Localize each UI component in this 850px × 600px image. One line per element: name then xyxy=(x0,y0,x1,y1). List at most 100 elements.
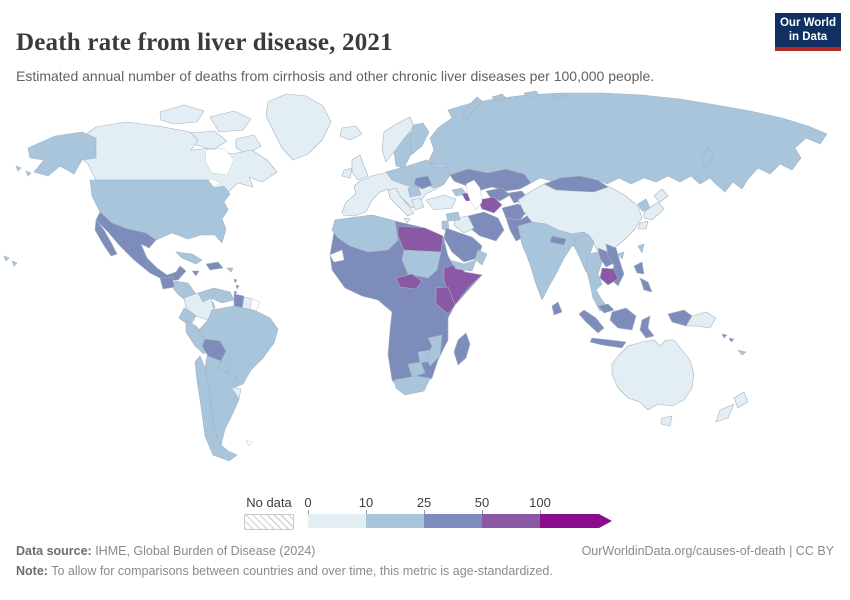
owid-url[interactable]: OurWorldinData.org/causes-of-death | CC … xyxy=(581,544,834,558)
legend-color-bar[interactable] xyxy=(308,514,612,528)
country-turkey[interactable] xyxy=(425,194,457,211)
country-sri-lanka[interactable] xyxy=(551,301,563,316)
legend-bin-10-25[interactable] xyxy=(366,514,424,528)
country-cambodia[interactable] xyxy=(599,267,619,286)
country-united-kingdom[interactable] xyxy=(351,154,369,181)
country-nepal[interactable] xyxy=(549,235,567,246)
country-western-sahara[interactable] xyxy=(329,249,345,263)
country-jamaica[interactable] xyxy=(191,270,200,277)
country-philippines[interactable] xyxy=(633,261,653,293)
legend-tick-label-50: 50 xyxy=(474,495,490,510)
country-algeria-libya-morocco[interactable] xyxy=(331,214,399,253)
country-malaysia[interactable] xyxy=(597,303,615,314)
country-new-zealand[interactable] xyxy=(715,391,749,423)
country-syria[interactable] xyxy=(445,211,461,222)
country-oman[interactable] xyxy=(474,249,488,266)
legend-tick-label-100: 100 xyxy=(529,495,551,510)
russia-arctic-islands[interactable] xyxy=(461,90,714,171)
country-taiwan[interactable] xyxy=(637,243,645,254)
owid-logo-line1: Our World xyxy=(779,16,836,29)
no-data-swatch[interactable] xyxy=(244,514,294,530)
legend-tick-mark xyxy=(308,510,309,514)
hudson-bay xyxy=(204,147,235,176)
country-kenya[interactable] xyxy=(435,286,456,315)
country-greenland[interactable] xyxy=(265,93,332,161)
legend-tick-mark xyxy=(366,510,367,514)
legend-bin-0-10[interactable] xyxy=(308,514,366,528)
country-hispaniola[interactable] xyxy=(205,261,224,271)
country-afghanistan[interactable] xyxy=(501,203,529,221)
country-finland[interactable] xyxy=(409,122,430,156)
country-south-africa[interactable] xyxy=(393,375,431,396)
owid-logo[interactable]: Our World in Data xyxy=(775,13,841,51)
country-australia[interactable] xyxy=(611,339,695,427)
country-ireland[interactable] xyxy=(341,167,353,179)
region-central-eastern-europe[interactable] xyxy=(385,159,451,189)
owid-logo-line2: in Data xyxy=(788,31,828,43)
country-iceland[interactable] xyxy=(339,125,363,141)
attribution-link[interactable]: OurWorldinData.org/causes-of-death | CC … xyxy=(582,544,834,558)
legend-no-data[interactable]: No data xyxy=(242,495,296,530)
legend-tick-mark xyxy=(540,510,541,514)
data-source-label: Data source: xyxy=(16,544,92,558)
country-chile[interactable] xyxy=(194,355,238,462)
legend-tick-label-10: 10 xyxy=(358,495,374,510)
country-japan[interactable] xyxy=(637,188,669,230)
canada-arctic-islands[interactable] xyxy=(159,104,262,155)
country-puerto-rico[interactable] xyxy=(226,267,234,273)
country-laos[interactable] xyxy=(597,247,615,268)
country-usa-alaska[interactable] xyxy=(15,131,97,177)
region-west-central-africa[interactable] xyxy=(329,214,483,396)
new-caledonia[interactable] xyxy=(737,349,747,356)
country-venezuela[interactable] xyxy=(197,287,235,304)
falkland-islands[interactable] xyxy=(245,439,253,447)
page-title: Death rate from liver disease, 2021 xyxy=(16,28,393,56)
country-russia[interactable] xyxy=(427,92,828,193)
legend-bin-100+[interactable] xyxy=(540,514,612,528)
country-india[interactable] xyxy=(517,221,593,301)
legend-tick-label-25: 25 xyxy=(416,495,432,510)
region-balkans[interactable] xyxy=(407,185,422,198)
lesser-antilles-islands[interactable] xyxy=(233,278,240,296)
legend-tick-labels: 0 10 25 50 100 xyxy=(304,495,628,510)
note-line: Note: To allow for comparisons between c… xyxy=(16,564,834,578)
country-guatemala[interactable] xyxy=(159,276,176,290)
country-kazakhstan[interactable] xyxy=(449,168,532,192)
country-botswana[interactable] xyxy=(407,361,426,378)
country-cuba[interactable] xyxy=(175,251,203,265)
no-data-label: No data xyxy=(246,495,292,510)
country-mozambique[interactable] xyxy=(425,334,443,367)
legend-tick-mark xyxy=(482,510,483,514)
country-romania[interactable] xyxy=(413,175,433,190)
data-source-text: IHME, Global Burden of Disease (2024) xyxy=(91,544,316,558)
country-papua-new-guinea[interactable] xyxy=(685,311,717,329)
chart-footer: Data source: IHME, Global Burden of Dise… xyxy=(16,544,834,578)
legend-colorbar: 0 10 25 50 100 xyxy=(304,495,628,533)
chart-subtitle: Estimated annual number of deaths from c… xyxy=(16,68,655,84)
country-sudan[interactable] xyxy=(401,249,442,279)
legend-tick-mark xyxy=(424,510,425,514)
country-yemen[interactable] xyxy=(449,259,477,272)
country-usa[interactable] xyxy=(3,179,231,267)
country-hainan[interactable] xyxy=(617,251,625,260)
country-greece[interactable] xyxy=(411,197,425,211)
country-italy[interactable] xyxy=(387,187,415,224)
country-madagascar[interactable] xyxy=(453,332,471,366)
world-map xyxy=(0,88,850,488)
country-mexico[interactable] xyxy=(94,211,187,282)
data-source-line: Data source: IHME, Global Burden of Dise… xyxy=(16,544,315,558)
country-central-african-republic[interactable] xyxy=(395,273,423,290)
country-vietnam[interactable] xyxy=(605,243,625,287)
note-label: Note: xyxy=(16,564,48,578)
legend-bin-50-100[interactable] xyxy=(482,514,540,528)
country-brazil[interactable] xyxy=(198,305,279,389)
country-egypt[interactable] xyxy=(397,225,444,253)
country-mongolia[interactable] xyxy=(543,175,609,193)
caspian-sea xyxy=(465,179,483,211)
note-text: To allow for comparisons between countri… xyxy=(47,564,553,578)
legend-bin-25-50[interactable] xyxy=(424,514,482,528)
country-thailand[interactable] xyxy=(585,251,609,312)
country-turkmenistan[interactable] xyxy=(477,196,503,214)
solomon-islands[interactable] xyxy=(721,333,735,343)
